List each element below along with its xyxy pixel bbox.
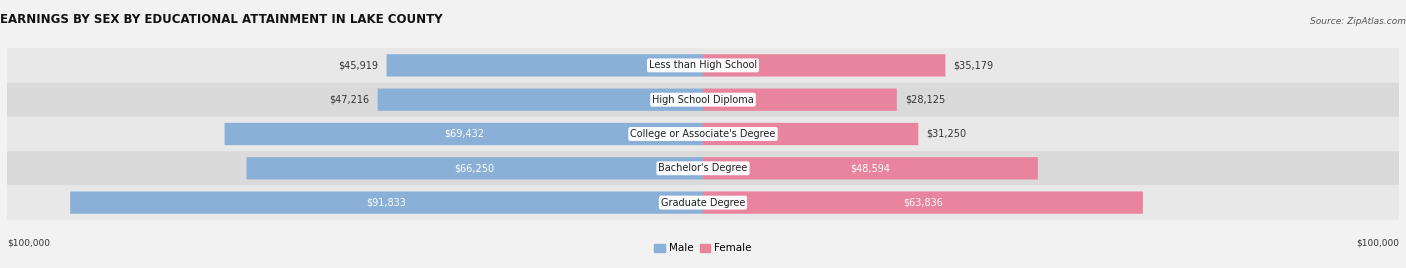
FancyBboxPatch shape	[703, 54, 945, 77]
Text: $91,833: $91,833	[367, 198, 406, 208]
Text: $69,432: $69,432	[444, 129, 484, 139]
Text: $66,250: $66,250	[454, 163, 495, 173]
Text: $35,179: $35,179	[953, 60, 994, 70]
FancyBboxPatch shape	[7, 83, 1399, 117]
Text: $45,919: $45,919	[339, 60, 378, 70]
FancyBboxPatch shape	[70, 191, 703, 214]
Text: Source: ZipAtlas.com: Source: ZipAtlas.com	[1310, 17, 1406, 26]
FancyBboxPatch shape	[387, 54, 703, 77]
FancyBboxPatch shape	[246, 157, 703, 180]
Text: Bachelor's Degree: Bachelor's Degree	[658, 163, 748, 173]
FancyBboxPatch shape	[7, 117, 1399, 151]
Text: $31,250: $31,250	[927, 129, 967, 139]
Text: $63,836: $63,836	[903, 198, 943, 208]
Text: $48,594: $48,594	[851, 163, 890, 173]
Text: $100,000: $100,000	[7, 239, 51, 248]
Text: $100,000: $100,000	[1355, 239, 1399, 248]
FancyBboxPatch shape	[225, 123, 703, 145]
Legend: Male, Female: Male, Female	[650, 239, 756, 258]
FancyBboxPatch shape	[703, 191, 1143, 214]
FancyBboxPatch shape	[7, 151, 1399, 185]
Text: College or Associate's Degree: College or Associate's Degree	[630, 129, 776, 139]
Text: Graduate Degree: Graduate Degree	[661, 198, 745, 208]
FancyBboxPatch shape	[703, 88, 897, 111]
Text: Less than High School: Less than High School	[650, 60, 756, 70]
FancyBboxPatch shape	[703, 123, 918, 145]
FancyBboxPatch shape	[378, 88, 703, 111]
FancyBboxPatch shape	[703, 157, 1038, 180]
FancyBboxPatch shape	[7, 48, 1399, 83]
Text: $47,216: $47,216	[329, 95, 370, 105]
Text: High School Diploma: High School Diploma	[652, 95, 754, 105]
Text: $28,125: $28,125	[905, 95, 945, 105]
FancyBboxPatch shape	[7, 185, 1399, 220]
Text: EARNINGS BY SEX BY EDUCATIONAL ATTAINMENT IN LAKE COUNTY: EARNINGS BY SEX BY EDUCATIONAL ATTAINMEN…	[0, 13, 443, 26]
